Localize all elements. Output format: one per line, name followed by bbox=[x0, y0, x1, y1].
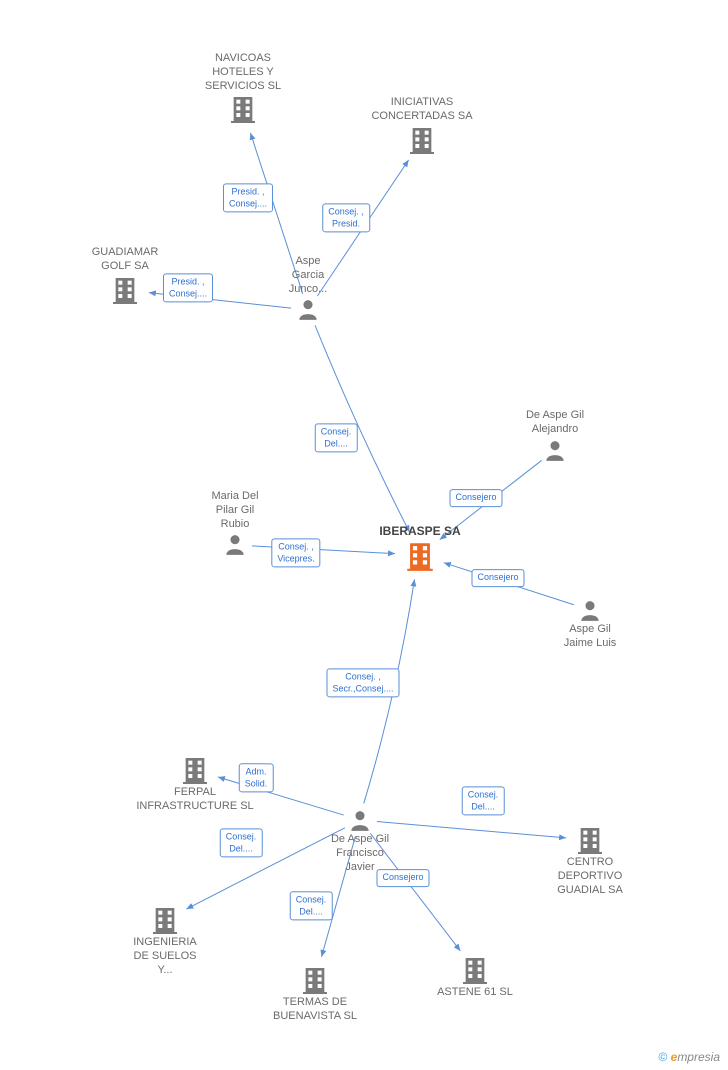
node-label: FERPAL INFRASTRUCTURE SL bbox=[135, 786, 255, 814]
edge-label: Presid. , Consej.... bbox=[163, 273, 213, 302]
edge-label: Consej. , Secr.,Consej.... bbox=[326, 668, 399, 697]
edge-label: Consej. Del.... bbox=[462, 786, 505, 815]
node-label: CENTRO DEPORTIVO GUADIAL SA bbox=[530, 856, 650, 897]
node-label: IBERASPE SA bbox=[360, 524, 480, 539]
edge-label: Consej. Del.... bbox=[220, 828, 263, 857]
node-navicoas[interactable]: NAVICOAS HOTELES Y SERVICIOS SL bbox=[183, 52, 303, 125]
node-label: NAVICOAS HOTELES Y SERVICIOS SL bbox=[183, 52, 303, 93]
edge-label: Consejero bbox=[449, 489, 502, 507]
node-label: Aspe Gil Jaime Luis bbox=[530, 623, 650, 651]
node-ferpal[interactable]: FERPAL INFRASTRUCTURE SL bbox=[135, 754, 255, 814]
node-center[interactable]: IBERASPE SA bbox=[360, 524, 480, 573]
edge-label: Consej. Del.... bbox=[290, 891, 333, 920]
copyright-symbol: © bbox=[658, 1050, 667, 1064]
edge-label: Consej. , Presid. bbox=[322, 203, 370, 232]
edge-label: Consej. , Vicepres. bbox=[271, 538, 320, 567]
node-label: INGENIERIA DE SUELOS Y... bbox=[105, 936, 225, 977]
footer-brand: © empresia bbox=[658, 1050, 720, 1064]
edge-label: Consej. Del.... bbox=[315, 423, 358, 452]
node-ingenieria[interactable]: INGENIERIA DE SUELOS Y... bbox=[105, 904, 225, 977]
node-iniciativas[interactable]: INICIATIVAS CONCERTADAS SA bbox=[362, 96, 482, 156]
node-label: ASTENE 61 SL bbox=[415, 986, 535, 1000]
node-label: De Aspe Gil Alejandro bbox=[495, 409, 615, 437]
edge-label: Adm. Solid. bbox=[239, 763, 274, 792]
node-de_aspe_francisco[interactable]: De Aspe Gil Francisco Javier bbox=[300, 807, 420, 874]
node-label: Aspe Garcia Junco... bbox=[248, 255, 368, 296]
node-label: INICIATIVAS CONCERTADAS SA bbox=[362, 96, 482, 124]
node-aspe_garcia[interactable]: Aspe Garcia Junco... bbox=[248, 255, 368, 322]
node-termas[interactable]: TERMAS DE BUENAVISTA SL bbox=[255, 964, 375, 1024]
node-astene[interactable]: ASTENE 61 SL bbox=[415, 954, 535, 1000]
node-label: TERMAS DE BUENAVISTA SL bbox=[255, 996, 375, 1024]
node-aspe_gil_jaime[interactable]: Aspe Gil Jaime Luis bbox=[530, 597, 650, 651]
edge-label: Presid. , Consej.... bbox=[223, 183, 273, 212]
node-label: Maria Del Pilar Gil Rubio bbox=[175, 490, 295, 531]
node-centro_deportivo[interactable]: CENTRO DEPORTIVO GUADIAL SA bbox=[530, 824, 650, 897]
node-de_aspe_alejandro[interactable]: De Aspe Gil Alejandro bbox=[495, 409, 615, 463]
edge-label: Consejero bbox=[376, 869, 429, 887]
edge-label: Consejero bbox=[471, 569, 524, 587]
node-label: De Aspe Gil Francisco Javier bbox=[300, 833, 420, 874]
node-label: GUADIAMAR GOLF SA bbox=[65, 246, 185, 274]
brand-rest: mpresia bbox=[677, 1050, 720, 1064]
